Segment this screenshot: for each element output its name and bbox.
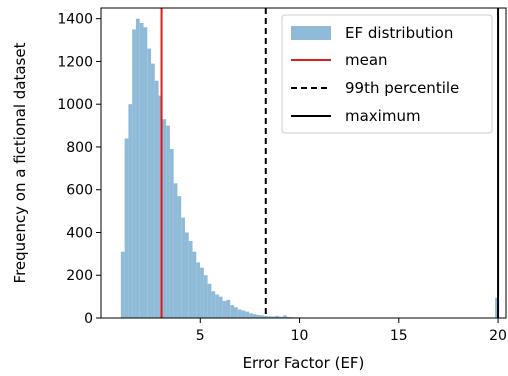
plot-frame xyxy=(100,7,507,319)
histogram-bar-25 xyxy=(215,294,219,318)
histogram-bar-8 xyxy=(151,63,155,318)
y-tick-label-200: 200 xyxy=(66,268,93,284)
histogram-bar-30 xyxy=(234,307,238,318)
histogram-bar-28 xyxy=(226,299,231,318)
histogram-bar-20 xyxy=(196,262,201,318)
histogram-bar-38 xyxy=(264,315,268,318)
legend-label-99th-percentile: 99th percentile xyxy=(345,79,459,97)
histogram-bar-27 xyxy=(222,300,227,318)
y-tick-label-0: 0 xyxy=(84,311,93,327)
histogram-bar-3 xyxy=(132,29,136,319)
histogram-bars xyxy=(120,18,499,319)
histogram-bar-51 xyxy=(495,297,499,318)
y-tick-label-1200: 1200 xyxy=(57,54,93,70)
legend-label-mean: mean xyxy=(345,51,388,69)
histogram-bar-13 xyxy=(169,149,174,318)
histogram-bar-33 xyxy=(245,311,250,318)
legend-label-maximum: maximum xyxy=(345,107,421,125)
histogram-bar-9 xyxy=(154,80,159,318)
histogram-bar-41 xyxy=(275,315,280,318)
histogram-bar-44 xyxy=(286,316,291,318)
histogram-bar-15 xyxy=(177,196,182,318)
legend-swatch-ef-distribution xyxy=(291,26,331,40)
histogram-bar-0 xyxy=(120,251,125,318)
histogram-bar-24 xyxy=(211,291,216,318)
histogram-bar-23 xyxy=(207,283,212,318)
histogram-bar-18 xyxy=(188,241,193,318)
histogram-bar-11 xyxy=(162,119,167,318)
histogram-bar-32 xyxy=(241,310,246,318)
x-axis-label: Error Factor (EF) xyxy=(243,354,365,372)
histogram-bar-19 xyxy=(192,251,197,318)
histogram-bar-31 xyxy=(237,309,242,318)
y-tick-label-400: 400 xyxy=(66,225,93,241)
histogram-bar-17 xyxy=(184,232,189,318)
histogram-bar-26 xyxy=(218,296,223,318)
y-tick-label-600: 600 xyxy=(66,183,93,199)
x-tick-label-15: 15 xyxy=(390,328,408,344)
histogram-bar-22 xyxy=(203,275,208,318)
histogram-bar-35 xyxy=(252,314,257,318)
x-tick-label-5: 5 xyxy=(196,328,205,344)
x-tick-label-10: 10 xyxy=(291,328,309,344)
histogram-bar-5 xyxy=(139,22,144,319)
histogram-bar-21 xyxy=(200,267,204,318)
y-axis-ticks: 0 200 400 600 800 1000 1200 1400 xyxy=(57,12,101,327)
histogram-bar-36 xyxy=(256,315,261,318)
legend: EF distribution mean 99th percentile max… xyxy=(281,14,493,134)
histogram-bar-16 xyxy=(181,217,185,318)
legend-box xyxy=(281,14,493,134)
y-tick-label-800: 800 xyxy=(66,140,93,156)
histogram-bar-29 xyxy=(230,305,235,318)
legend-label-ef-distribution: EF distribution xyxy=(345,24,453,42)
histogram-bar-34 xyxy=(249,313,253,318)
histogram-bar-10 xyxy=(158,95,163,318)
histogram-bar-43 xyxy=(283,315,287,318)
histogram-bar-4 xyxy=(135,18,140,318)
histogram-bar-37 xyxy=(260,315,265,318)
y-axis-label: Frequency on a fictional dataset xyxy=(11,42,29,283)
x-axis-ticks: 5 10 15 20 xyxy=(196,318,507,344)
histogram-bar-12 xyxy=(166,125,170,318)
reference-lines xyxy=(160,8,500,318)
x-tick-label-20: 20 xyxy=(489,328,507,344)
histogram-bar-14 xyxy=(173,183,178,318)
histogram-bar-39 xyxy=(267,316,272,318)
histogram-bar-2 xyxy=(128,104,133,318)
histogram-bar-40 xyxy=(271,316,276,318)
y-tick-label-1400: 1400 xyxy=(57,12,93,28)
histogram-bar-1 xyxy=(124,138,129,318)
y-tick-label-1000: 1000 xyxy=(57,97,93,113)
histogram-bar-42 xyxy=(279,316,284,318)
histogram-bar-7 xyxy=(147,48,152,318)
histogram-bar-6 xyxy=(143,27,148,318)
